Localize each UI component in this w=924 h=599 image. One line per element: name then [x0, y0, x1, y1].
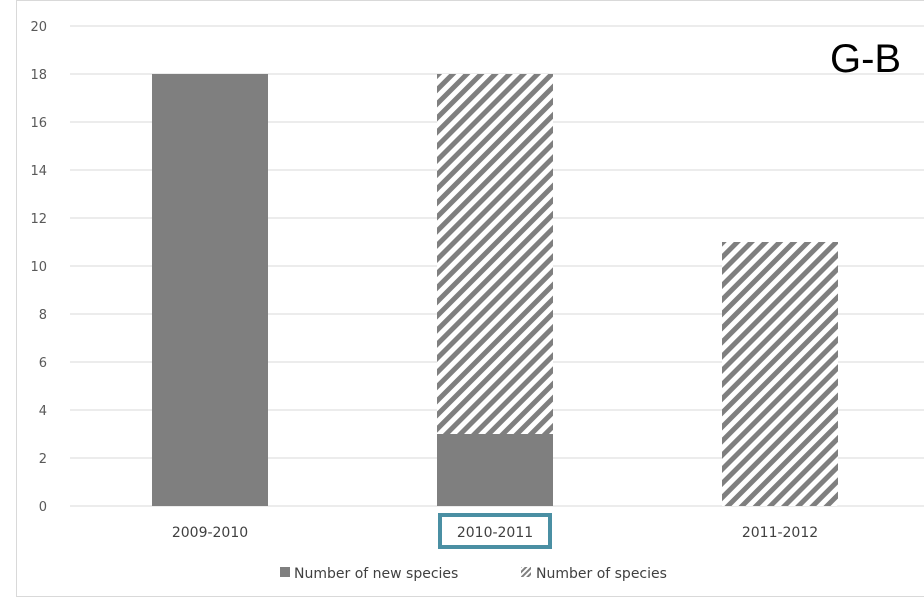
x-category-label: 2011-2012	[742, 525, 818, 541]
bar-new-species-2009-2010	[152, 74, 268, 506]
legend-label: Number of species	[536, 566, 667, 582]
y-tick-label: 12	[30, 212, 47, 227]
corner-label: G-B	[830, 37, 901, 81]
bar-new-species-2010-2011	[437, 434, 553, 506]
x-category-label: 2009-2010	[172, 525, 248, 541]
y-tick-label: 0	[39, 500, 47, 515]
highlight-box	[438, 513, 552, 549]
y-tick-label: 10	[30, 260, 47, 275]
y-tick-label: 20	[30, 20, 47, 35]
legend-swatch	[521, 567, 531, 577]
y-tick-label: 8	[39, 308, 47, 323]
legend-label: Number of new species	[294, 566, 458, 582]
y-tick-label: 4	[39, 404, 47, 419]
bar-species-2010-2011	[437, 74, 553, 434]
y-tick-label: 6	[39, 356, 47, 371]
y-tick-label: 16	[30, 116, 47, 131]
bar-species-2011-2012	[722, 242, 838, 506]
y-tick-label: 18	[30, 68, 47, 83]
x-category-label: 2010-2011	[457, 525, 533, 541]
legend-swatch	[280, 567, 290, 577]
y-tick-label: 14	[30, 164, 47, 179]
y-tick-label: 2	[39, 452, 47, 467]
